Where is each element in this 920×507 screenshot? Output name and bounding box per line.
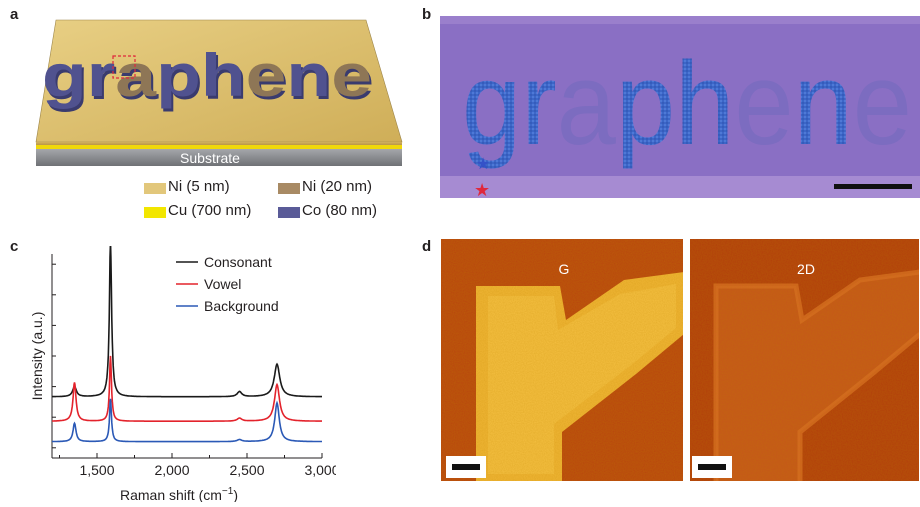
red-star-marker: ★: [474, 180, 490, 198]
ni-5nm-side: [36, 142, 402, 145]
svg-text:graphene: graphene: [44, 45, 374, 112]
series-line-vowel: [52, 355, 322, 422]
g-band-map: [440, 238, 684, 482]
legend-label-background: Background: [204, 298, 279, 314]
legend-label-ni5: Ni (5 nm): [168, 178, 230, 195]
legend-label-vowel: Vowel: [204, 276, 241, 292]
legend-swatch-co: [278, 207, 300, 218]
x-axis-label: Raman shift (cm−1): [120, 486, 238, 502]
legend-label-co: Co (80 nm): [302, 202, 378, 219]
series-line-consonant: [52, 241, 322, 398]
substrate-label: Substrate: [180, 150, 240, 166]
x-tick-label: 2,500: [229, 462, 264, 478]
cu-layer: [36, 145, 402, 149]
legend-swatch-ni20: [278, 183, 300, 194]
zoom-region-box: [112, 55, 136, 79]
legend-label-consonant: Consonant: [204, 254, 272, 270]
blue-star-marker: ★: [476, 156, 490, 173]
layer-stack-illustration: Substrate graphene gr a ph e n e: [35, 19, 403, 166]
panel-a-label: a: [10, 6, 19, 23]
2d-map-scale-bar: [698, 464, 726, 470]
x-tick-label: 1,500: [79, 462, 114, 478]
co-consonant-letters: gr a ph e n e: [42, 42, 372, 109]
panel-b-micrograph: graphene ★ ★: [440, 16, 920, 198]
x-tick-label: 2,000: [154, 462, 189, 478]
panel-d: G 2D: [440, 238, 920, 482]
series-line-background: [52, 398, 322, 443]
y-axis-label: Intensity (a.u.): [29, 312, 45, 401]
legend-swatch-ni5: [144, 183, 166, 194]
2d-band-map: [688, 238, 920, 482]
svg-text:graphene: graphene: [462, 38, 912, 170]
panel-c-chart: 1,500 2,000 2,500 3,000 Raman shift (cm−1) In…: [26, 241, 340, 503]
x-tick-label: 3,000: [304, 462, 336, 478]
panel-c-label: c: [10, 238, 19, 255]
micrograph-word: graphene: [462, 38, 912, 170]
strip-region: [440, 24, 920, 176]
panel-d-label: d: [422, 238, 432, 255]
g-map-scale-bar: [452, 464, 480, 470]
legend-swatch-cu: [144, 207, 166, 218]
panel-b-label: b: [422, 6, 432, 23]
raman-spectra-plot: 1,500 2,000 2,500 3,000 Raman shift (cm−1) In…: [29, 241, 340, 503]
g-map-label: G: [559, 261, 570, 277]
legend-label-cu: Cu (700 nm): [168, 202, 252, 219]
substrate-block: [36, 149, 402, 166]
legend-label-ni20: Ni (20 nm): [302, 178, 373, 195]
panel-a: Substrate graphene gr a ph e n e Ni (5 nm) Ni…: [28, 8, 408, 232]
2d-map-label: 2D: [797, 261, 815, 277]
scale-bar: [834, 184, 912, 189]
graphene-word-3d: graphene gr a ph e n e: [42, 42, 374, 112]
